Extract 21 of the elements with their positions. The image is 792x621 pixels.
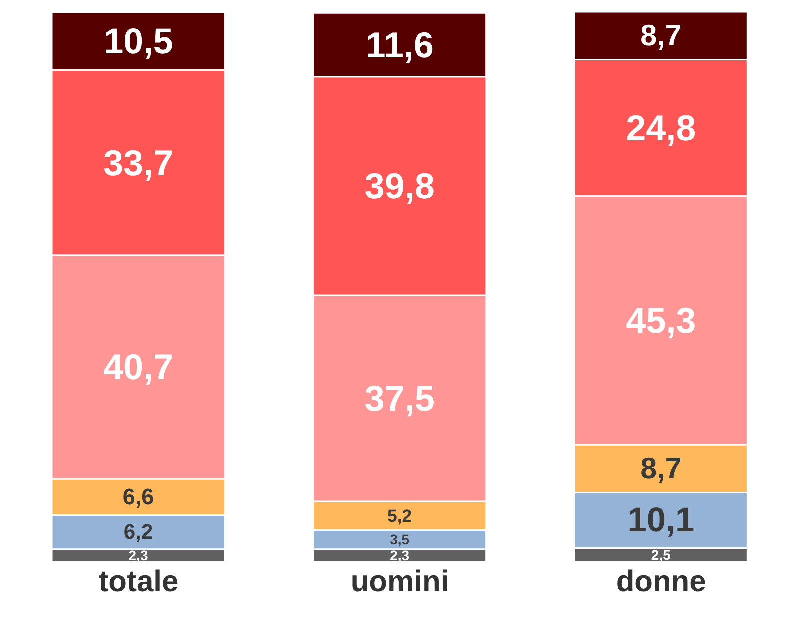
data-label: 10,5 xyxy=(104,21,174,62)
data-label: 2,5 xyxy=(651,547,672,564)
data-label: 37,5 xyxy=(364,378,435,420)
x-tick-label: uomini xyxy=(350,565,450,598)
data-label: 39,8 xyxy=(364,166,435,207)
data-label: 8,7 xyxy=(640,19,682,52)
data-label: 11,6 xyxy=(366,24,434,66)
x-tick-label: totale xyxy=(98,565,179,598)
data-label: 40,7 xyxy=(103,346,174,388)
data-label: 3,5 xyxy=(390,532,410,548)
data-label: 8,7 xyxy=(640,452,682,486)
data-label: 2,3 xyxy=(390,548,410,564)
data-label: 6,2 xyxy=(124,520,154,544)
data-label: 6,6 xyxy=(122,484,154,510)
data-label: 10,1 xyxy=(628,502,695,540)
data-label: 45,3 xyxy=(626,300,696,342)
x-tick-label: donne xyxy=(616,565,706,598)
data-label: 33,7 xyxy=(103,142,174,184)
data-label: 2,3 xyxy=(128,548,148,564)
data-label: 24,8 xyxy=(626,107,696,148)
data-label: 5,2 xyxy=(388,506,412,526)
